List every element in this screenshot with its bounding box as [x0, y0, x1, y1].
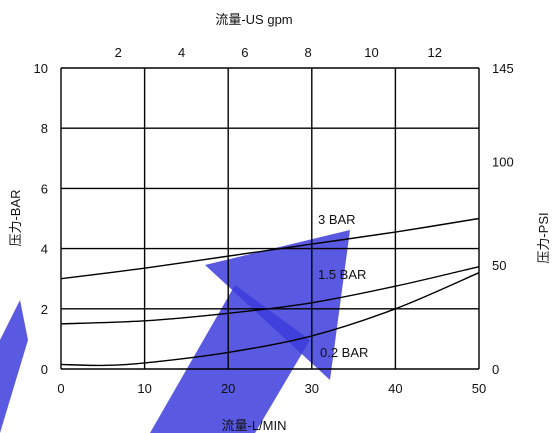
top-tick-label: 10 — [364, 45, 378, 60]
y-tick-label: 4 — [41, 242, 48, 257]
x-tick-label: 50 — [472, 381, 486, 396]
y-axis-title: 压力-BAR — [8, 189, 23, 246]
right-tick-label: 100 — [492, 154, 514, 169]
watermark-arrow-head — [205, 230, 350, 380]
right-tick-label: 50 — [492, 258, 506, 273]
series-labels: 3 BAR 1.5 BAR 0.2 BAR — [318, 212, 368, 360]
series-line — [60, 265, 480, 325]
series-line — [60, 217, 480, 280]
y-tick-label: 10 — [34, 61, 48, 76]
series-label: 0.2 BAR — [320, 345, 368, 360]
chart-title: 流量-US gpm — [215, 12, 292, 27]
y-tick-label: 6 — [41, 181, 48, 196]
x-axis-title: 流量-L/MIN — [221, 418, 286, 433]
y-tick-label: 2 — [41, 302, 48, 317]
x-tick-label: 40 — [388, 381, 402, 396]
watermark-arrow-tail — [0, 300, 28, 433]
top-tick-label: 4 — [178, 45, 185, 60]
x-tick-label: 30 — [305, 381, 319, 396]
top-tick-label: 2 — [115, 45, 122, 60]
tick-labels: 0 10 20 30 40 50 0 2 4 6 8 10 2 4 6 8 10 12 0 50 100 145 — [34, 45, 514, 396]
grid — [61, 68, 479, 369]
y-tick-label: 8 — [41, 121, 48, 136]
right-tick-label: 145 — [492, 61, 514, 76]
series-label: 1.5 BAR — [318, 267, 366, 282]
x-tick-label: 10 — [137, 381, 151, 396]
x-tick-label: 0 — [57, 381, 64, 396]
top-tick-label: 12 — [428, 45, 442, 60]
series-lines — [60, 217, 480, 367]
y-tick-label: 0 — [41, 362, 48, 377]
watermark-arrow — [0, 230, 350, 433]
top-tick-label: 8 — [305, 45, 312, 60]
series-line — [60, 272, 480, 367]
right-tick-label: 0 — [492, 362, 499, 377]
plot-frame — [60, 67, 480, 370]
top-tick-label: 6 — [241, 45, 248, 60]
y2-axis-title: 压力-PSI — [536, 212, 551, 263]
series-label: 3 BAR — [318, 212, 356, 227]
x-tick-label: 20 — [221, 381, 235, 396]
